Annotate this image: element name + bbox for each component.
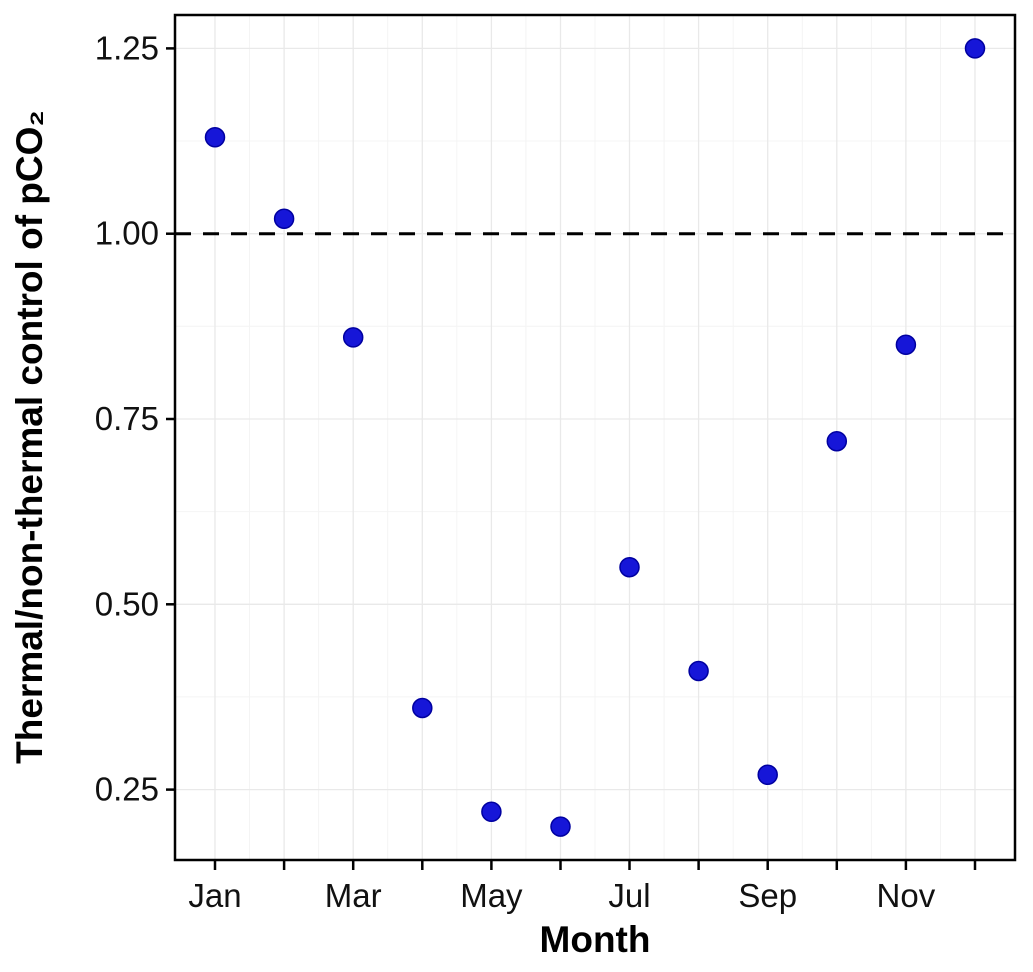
- y-axis-title: Thermal/non-thermal control of pCO₂: [9, 110, 50, 764]
- data-point: [757, 764, 778, 786]
- y-tick-label: 0.75: [95, 400, 159, 437]
- plot-panel: 0.25 0.50 0.75 1.00 1.25 Jan Mar May Jul Sep Nov: [95, 13, 1017, 914]
- data-point: [964, 38, 986, 59]
- data-point: [273, 208, 295, 230]
- x-tick-label: May: [460, 877, 523, 914]
- data-point: [619, 556, 640, 578]
- data-point: [826, 430, 848, 452]
- data-point: [550, 816, 571, 837]
- x-tick-label: Mar: [325, 877, 382, 914]
- x-tick-label: Sep: [738, 877, 797, 914]
- data-point: [204, 127, 226, 148]
- y-tick-label: 1.00: [95, 215, 159, 252]
- y-tick-label: 0.50: [95, 585, 159, 622]
- x-tick-label: Nov: [877, 877, 936, 914]
- data-point: [412, 697, 433, 719]
- y-tick-label: 1.25: [95, 29, 159, 66]
- data-point: [481, 801, 502, 823]
- panel-border: [173, 13, 1017, 862]
- x-tick-label: Jul: [608, 877, 650, 914]
- data-point: [342, 327, 364, 348]
- x-axis-title: Month: [540, 919, 651, 960]
- x-tick-label: Jan: [188, 877, 241, 914]
- y-tick-label: 0.25: [95, 771, 159, 808]
- data-point: [688, 660, 709, 682]
- data-point: [895, 334, 917, 356]
